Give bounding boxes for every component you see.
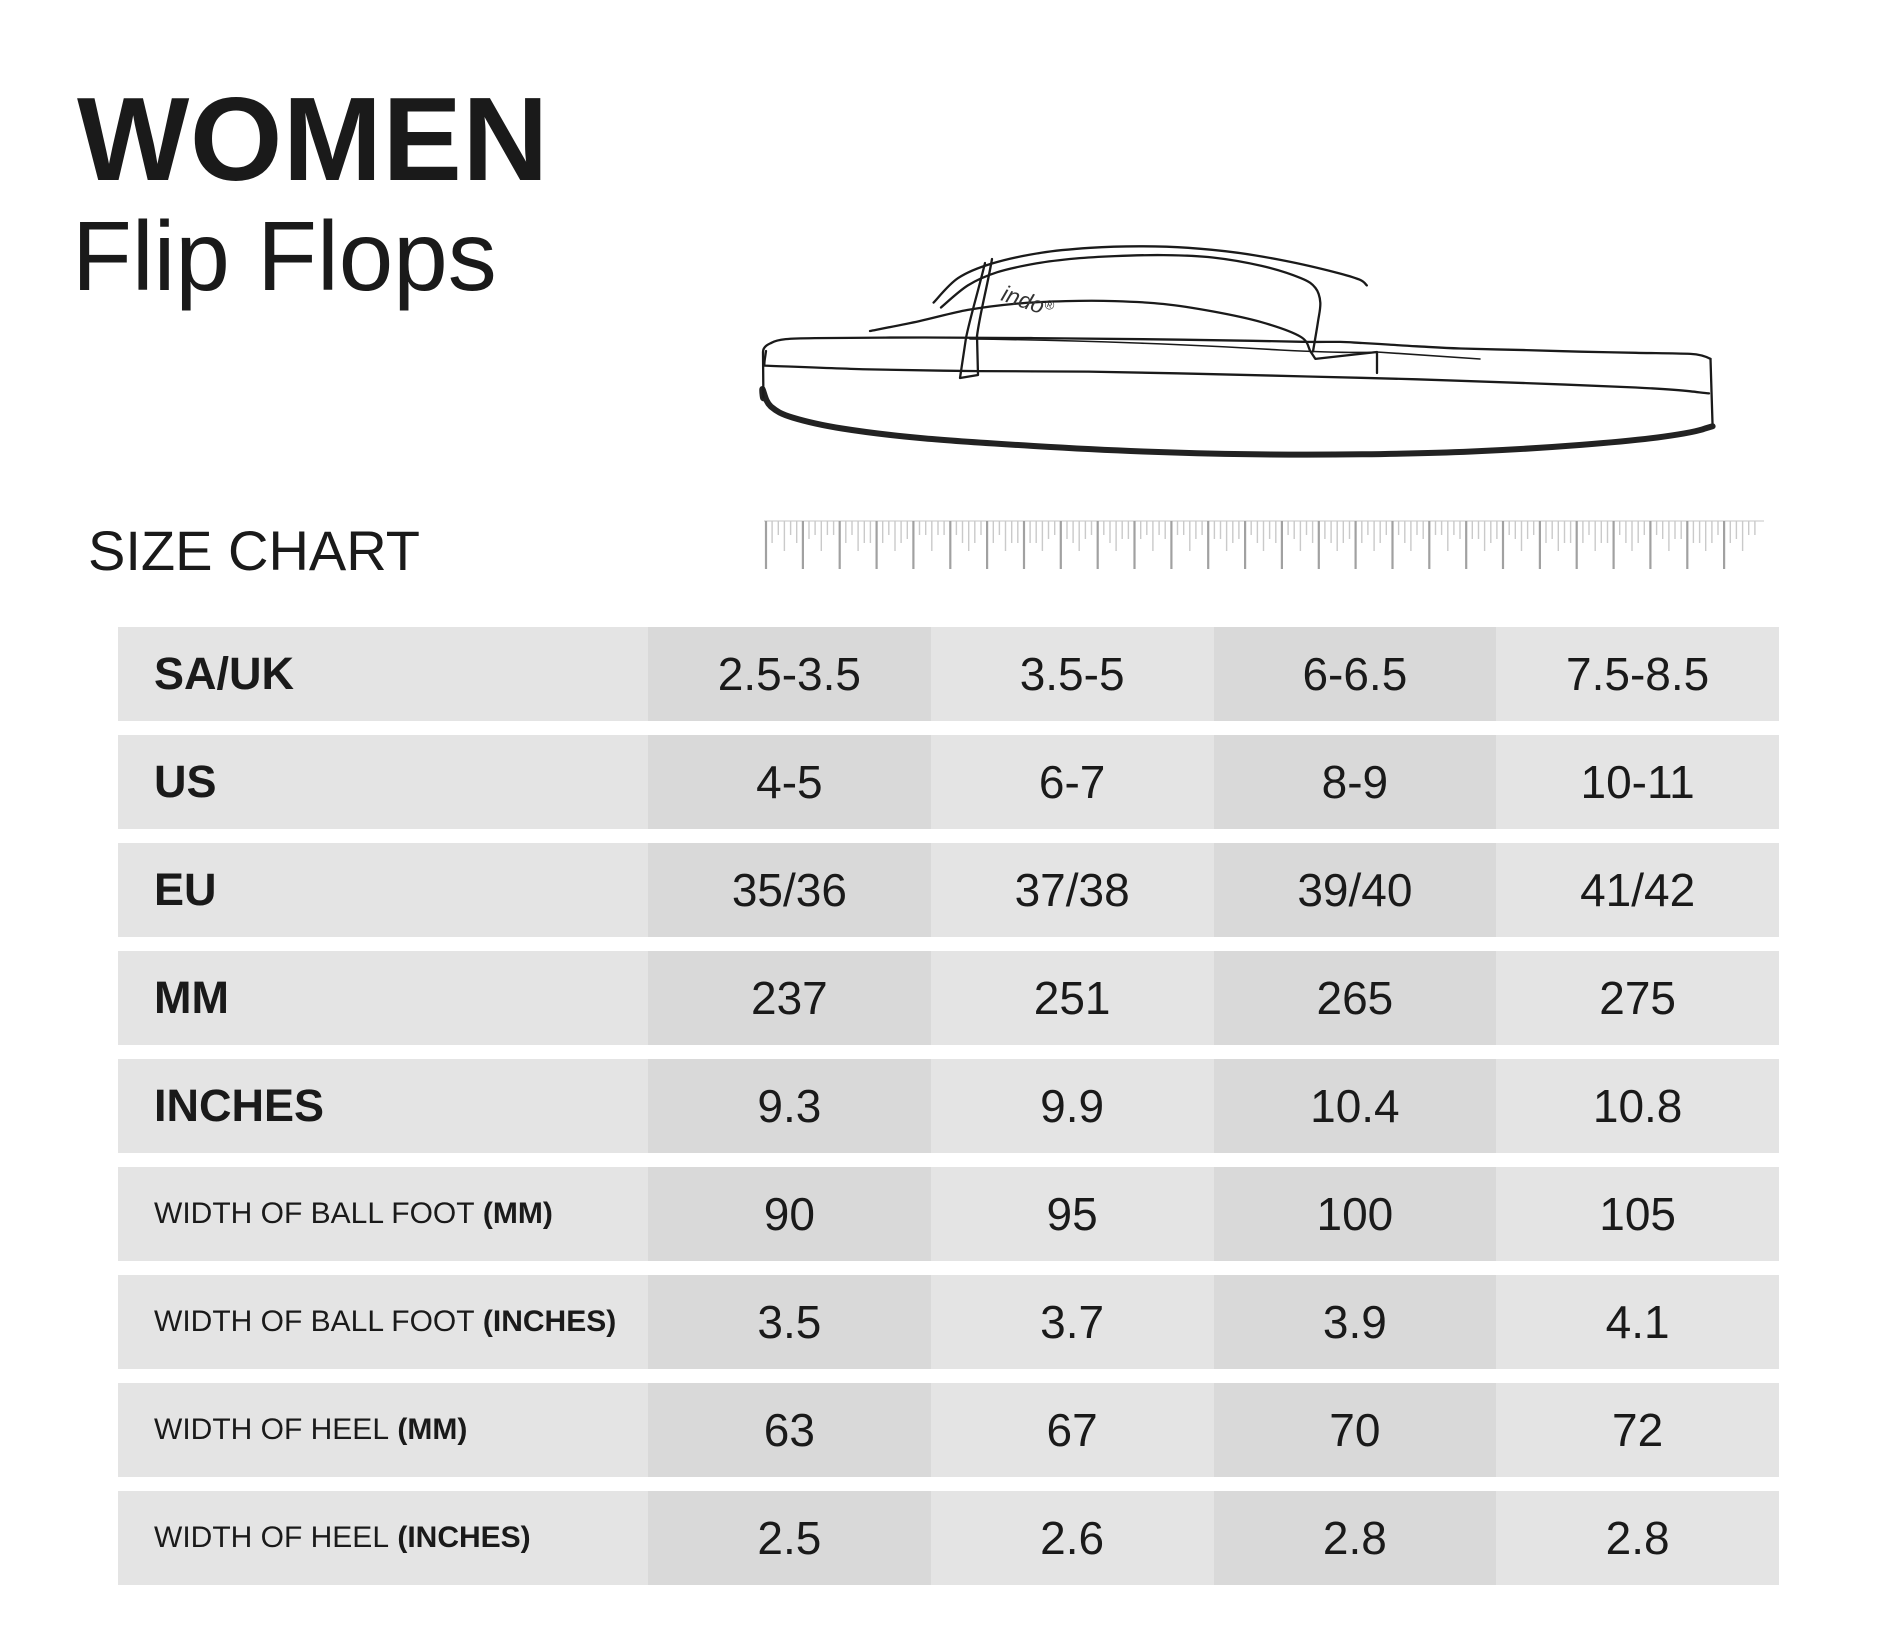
svg-text:indo®: indo® [998, 280, 1057, 322]
